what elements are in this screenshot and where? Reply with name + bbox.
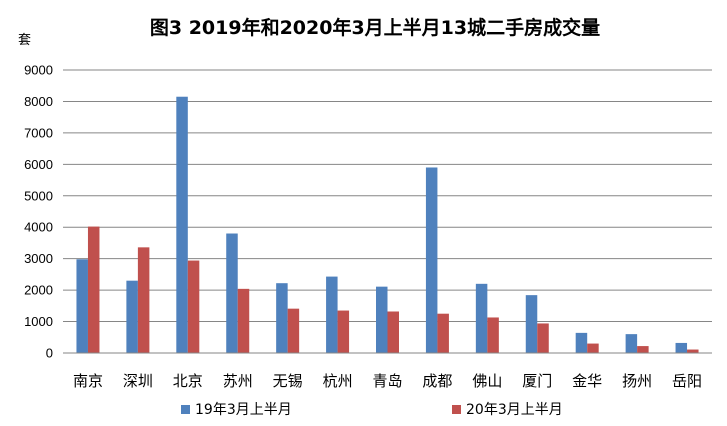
bar-series-1-10 — [575, 332, 588, 353]
legend-swatch-series-1 — [181, 405, 190, 414]
bar-series-2-2 — [187, 260, 200, 353]
bar-series-1-2 — [176, 96, 188, 353]
bar-series-2-3 — [237, 288, 250, 353]
bar-series-2-10 — [587, 343, 599, 353]
x-axis-tick-labels: 南京 深圳 北京 苏州 无锡 杭州 青岛 成都 佛山 厦门 金华 扬州 岳阳 — [73, 372, 702, 390]
y-tick-label: 8000 — [24, 94, 53, 109]
bar-series-1-1 — [126, 280, 138, 353]
y-tick-label: 1000 — [24, 314, 53, 329]
bar-series-2-8 — [487, 317, 499, 353]
bar-series-2-11 — [637, 346, 649, 353]
bar-series-2-12 — [687, 349, 699, 353]
x-tick-label: 北京 — [173, 372, 203, 390]
x-tick-label: 金华 — [572, 372, 602, 390]
bar-series-2-7 — [437, 313, 449, 353]
bar-series-1-11 — [625, 334, 638, 353]
bar-series-2-1 — [137, 247, 150, 353]
y-tick-label: 6000 — [24, 157, 53, 172]
bar-series-1-3 — [226, 233, 238, 353]
x-tick-label: 青岛 — [372, 372, 402, 390]
x-tick-label: 扬州 — [622, 372, 652, 390]
x-tick-label: 岳阳 — [672, 372, 702, 390]
y-tick-label: 3000 — [24, 251, 53, 266]
x-tick-label: 南京 — [73, 372, 103, 390]
bar-series-1-0 — [76, 259, 88, 353]
bars — [76, 96, 699, 353]
bar-series-1-5 — [326, 276, 338, 353]
y-tick-label: 9000 — [24, 63, 53, 78]
y-tick-label: 0 — [46, 346, 53, 361]
y-tick-label: 4000 — [24, 220, 53, 235]
x-tick-label: 杭州 — [323, 372, 353, 390]
legend: 19年3月上半月 20年3月上半月 — [181, 402, 563, 418]
y-axis-unit-label: 套 — [18, 32, 31, 48]
x-tick-label: 成都 — [422, 372, 452, 390]
y-tick-label: 5000 — [24, 188, 53, 203]
x-tick-label: 佛山 — [472, 372, 502, 390]
bar-series-2-4 — [287, 308, 300, 353]
bar-series-2-9 — [537, 323, 549, 353]
x-tick-label: 深圳 — [123, 372, 153, 390]
bar-series-1-12 — [675, 342, 688, 353]
bar-series-1-6 — [376, 286, 388, 353]
legend-label-series-2: 20年3月上半月 — [466, 402, 563, 418]
bar-series-1-4 — [276, 283, 288, 353]
y-axis-ticks: 0 1000 2000 3000 4000 5000 6000 7000 8000 9000 — [24, 63, 53, 361]
bar-series-2-6 — [387, 311, 399, 353]
bar-series-2-5 — [337, 310, 350, 353]
x-tick-label: 无锡 — [273, 372, 303, 390]
y-tick-label: 7000 — [24, 125, 53, 140]
y-tick-label: 2000 — [24, 283, 53, 298]
gridlines — [63, 69, 712, 323]
bar-series-1-8 — [475, 283, 488, 353]
legend-label-series-1: 19年3月上半月 — [195, 402, 292, 418]
x-tick-label: 厦门 — [522, 372, 552, 390]
bar-series-1-9 — [525, 295, 538, 353]
legend-swatch-series-2 — [452, 405, 461, 414]
chart-title: 图3 2019年和2020年3月上半月13城二手房成交量 — [150, 16, 600, 39]
bar-series-2-0 — [87, 226, 100, 353]
bar-series-1-7 — [425, 167, 438, 353]
x-tick-label: 苏州 — [223, 372, 253, 390]
